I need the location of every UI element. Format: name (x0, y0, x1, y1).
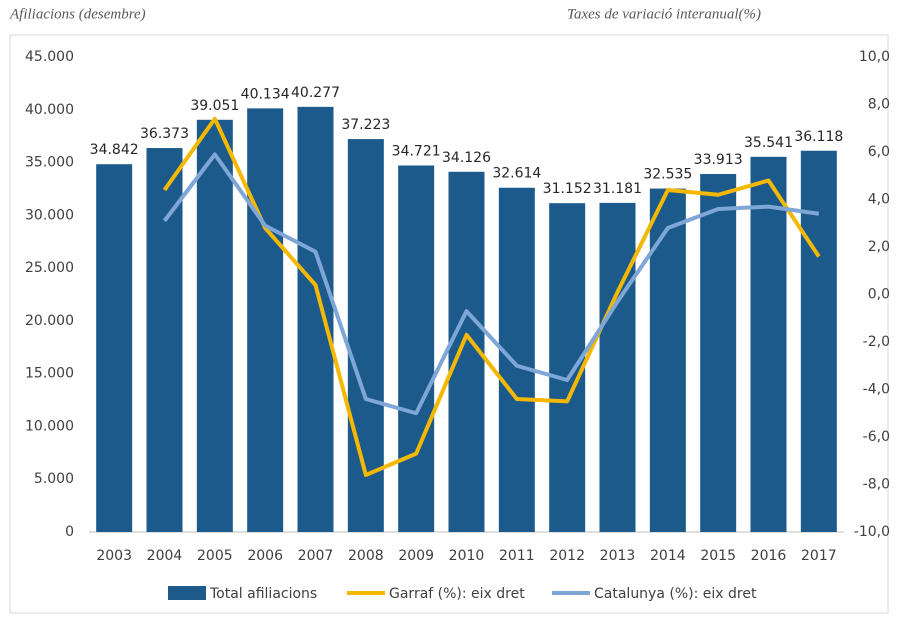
y-tick-label: 30.000 (25, 207, 74, 223)
data-label: 39.051 (190, 98, 239, 114)
x-tick-label: 2003 (96, 548, 132, 564)
x-tick-label: 2011 (499, 548, 535, 564)
x-tick-label: 2009 (398, 548, 434, 564)
y-tick-label: 10.000 (25, 418, 74, 434)
y2-tick-label: -6,0 (863, 429, 890, 445)
bar (398, 165, 435, 532)
x-tick-label: 2010 (449, 548, 485, 564)
x-tick-label: 2014 (650, 548, 686, 564)
data-label: 36.118 (794, 129, 843, 145)
line (162, 152, 820, 416)
y2-axis-label: Taxes de variació interanual(%) (567, 6, 761, 22)
bar (146, 148, 183, 532)
y-tick-label: 35.000 (25, 155, 74, 171)
y-tick-label: 45.000 (25, 49, 74, 65)
legend-swatch (168, 586, 206, 600)
x-tick-label: 2006 (247, 548, 283, 564)
data-label: 31.152 (543, 181, 592, 197)
y-axis-label: Afiliacions (desembre) (9, 6, 146, 22)
y2-tick-label: 2,0 (868, 239, 890, 255)
data-label: 33.913 (694, 152, 743, 168)
legend-label: Catalunya (%): eix dret (594, 586, 757, 602)
bar (800, 150, 837, 532)
y-tick-label: 20.000 (25, 313, 74, 329)
bar (498, 187, 535, 533)
x-tick-label: 2017 (801, 548, 837, 564)
bar (196, 119, 233, 533)
x-tick-label: 2007 (298, 548, 334, 564)
legend-label: Garraf (%): eix dret (389, 586, 525, 602)
y2-tick-label: -4,0 (863, 382, 890, 398)
bar (247, 108, 284, 532)
data-label: 35.541 (744, 135, 793, 151)
y-tick-label: 5.000 (34, 471, 74, 487)
bar (649, 188, 686, 532)
bar (297, 106, 334, 533)
data-label: 34.126 (442, 150, 491, 166)
y-tick-label: 0 (65, 524, 74, 540)
x-tick-label: 2012 (549, 548, 585, 564)
y2-tick-label: 4,0 (868, 192, 890, 208)
bar (700, 174, 737, 532)
y2-tick-label: -10,0 (854, 524, 890, 540)
bar (599, 202, 636, 532)
data-label: 34.842 (90, 142, 139, 158)
y2-tick-label: 6,0 (868, 144, 890, 160)
bar (750, 156, 787, 532)
data-label: 40.277 (291, 85, 340, 101)
x-tick-label: 2013 (600, 548, 636, 564)
y-tick-label: 40.000 (25, 102, 74, 118)
y2-tick-label: 10,0 (859, 49, 890, 65)
data-label: 34.721 (392, 144, 441, 160)
x-tick-label: 2005 (197, 548, 233, 564)
data-label: 36.373 (140, 126, 189, 142)
y-tick-label: 15.000 (25, 366, 74, 382)
y2-tick-label: 0,0 (868, 287, 890, 303)
x-tick-label: 2015 (700, 548, 736, 564)
bar (347, 139, 384, 532)
y2-tick-label: -2,0 (863, 334, 890, 350)
data-label: 32.614 (492, 166, 541, 182)
y-tick-label: 25.000 (25, 260, 74, 276)
x-tick-label: 2004 (147, 548, 183, 564)
bar (549, 203, 586, 532)
legend-label: Total afiliacions (209, 586, 317, 602)
data-label: 40.134 (241, 86, 290, 102)
data-label: 37.223 (341, 117, 390, 133)
x-tick-label: 2008 (348, 548, 384, 564)
data-label: 31.181 (593, 181, 642, 197)
y2-tick-label: 8,0 (868, 97, 890, 113)
line (162, 116, 821, 477)
data-label: 32.535 (643, 167, 692, 183)
y2-tick-label: -8,0 (863, 477, 890, 493)
bar (96, 164, 133, 532)
x-tick-label: 2016 (751, 548, 787, 564)
